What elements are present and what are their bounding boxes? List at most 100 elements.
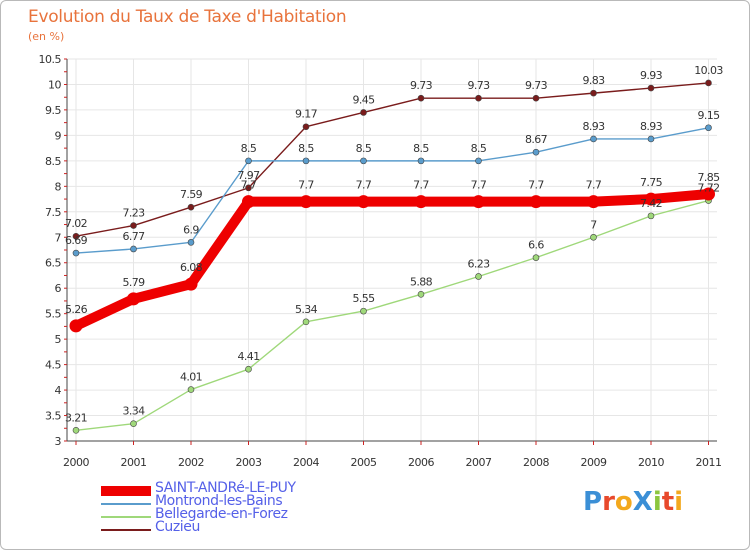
- data-point: [187, 386, 195, 393]
- x-tick-label: 2002: [178, 456, 204, 469]
- data-point: [590, 135, 597, 143]
- series-line-montrond-les-bains: [75, 127, 710, 254]
- data-point: [245, 365, 252, 373]
- series-lines: [69, 79, 715, 434]
- data-label: 6.77: [122, 230, 145, 243]
- data-point: [647, 84, 655, 92]
- data-label: 6.08: [180, 261, 203, 274]
- y-tick-label: 5.5: [45, 308, 61, 321]
- data-label: 8.5: [241, 142, 257, 155]
- y-tick-label: 3.5: [45, 410, 61, 423]
- data-label: 7.97: [237, 169, 260, 182]
- y-tick-label: 8.5: [45, 155, 61, 168]
- legend-swatch: [101, 486, 151, 496]
- legend-swatch: [101, 516, 151, 518]
- logo-letter: o: [614, 487, 633, 517]
- series-line-bellegarde-en-forez: [75, 199, 710, 432]
- y-tick-label: 7.5: [45, 206, 61, 219]
- legend-swatch: [101, 503, 151, 505]
- data-label: 8.93: [640, 120, 663, 133]
- x-tick-label: 2011: [696, 456, 722, 469]
- data-label: 8.5: [356, 142, 372, 155]
- data-label: 7.85: [697, 171, 720, 184]
- data-point: [130, 245, 137, 253]
- data-point: [130, 420, 137, 427]
- data-label: 5.55: [352, 292, 375, 305]
- data-label: 7.59: [180, 188, 203, 201]
- y-tick-label: 10.5: [39, 53, 62, 66]
- legend-label: SAINT-ANDRé-LE-PUY: [155, 480, 296, 496]
- data-label: 6.9: [183, 223, 199, 236]
- x-tick-label: 2008: [523, 456, 549, 469]
- data-point: [72, 249, 80, 257]
- data-point: [69, 319, 83, 333]
- series-line-saint-andr-le-puy: [71, 188, 714, 331]
- data-label: 8.93: [582, 120, 605, 133]
- data-point: [702, 187, 715, 201]
- data-label: 7.72: [697, 182, 719, 195]
- data-point: [187, 203, 195, 211]
- y-tick-label: 10: [48, 78, 61, 91]
- logo-letter: i: [674, 487, 684, 517]
- data-label: 7.75: [640, 176, 663, 189]
- logo-letter: t: [661, 487, 675, 517]
- y-tick-label: 4.5: [45, 359, 61, 372]
- x-tick-label: 2004: [293, 456, 319, 469]
- data-point: [130, 222, 137, 229]
- x-tick-label: 2003: [236, 456, 262, 469]
- data-label: 9.45: [352, 93, 375, 106]
- x-tick-label: 2009: [581, 456, 607, 469]
- data-label: 5.34: [295, 303, 318, 316]
- data-label: 7: [590, 218, 597, 231]
- data-point: [587, 195, 600, 209]
- data-point: [302, 318, 310, 326]
- data-point: [529, 195, 543, 209]
- data-point: [414, 195, 428, 209]
- y-tick-label: 6: [55, 282, 62, 295]
- data-point: [245, 157, 252, 165]
- data-label: 3.34: [122, 405, 145, 418]
- series-line-cuzieu: [75, 82, 710, 237]
- logo-letter: P: [583, 487, 603, 517]
- x-tick-label: 2005: [351, 456, 377, 469]
- logo-letter: i: [652, 487, 662, 517]
- y-tick-label: 7: [55, 231, 62, 244]
- data-point: [590, 233, 597, 241]
- data-point: [127, 292, 140, 306]
- data-point: [360, 157, 367, 165]
- data-point: [644, 192, 658, 206]
- data-label: 8.5: [471, 142, 487, 155]
- data-point: [532, 94, 540, 102]
- data-label: 7.42: [640, 197, 662, 210]
- x-tick-label: 2001: [121, 456, 147, 469]
- data-label: 10.03: [694, 64, 723, 77]
- data-label: 9.15: [697, 109, 720, 122]
- y-tick-label: 9: [55, 129, 62, 142]
- data-point: [590, 89, 597, 97]
- x-axis-ticks: 2000 2001 2002 2003 2004 2005 2006 2007 2008 2009…: [63, 456, 722, 469]
- y-tick-label: 4: [55, 384, 62, 397]
- data-label: 9.73: [525, 79, 548, 92]
- y-tick-label: 9.5: [45, 104, 61, 117]
- data-point: [72, 427, 80, 434]
- data-point: [245, 184, 252, 192]
- data-point: [417, 94, 425, 102]
- data-point: [242, 195, 255, 209]
- data-point: [647, 135, 655, 143]
- data-point: [475, 273, 482, 280]
- data-labels: 7.02 7.23 7.59 7.97 9.17 9.45 9.73 9.73 9.73 9.83…: [65, 64, 724, 424]
- logo-letter: r: [602, 487, 615, 517]
- y-tick-label: 8: [55, 180, 62, 193]
- data-point: [647, 212, 655, 220]
- data-label: 8.5: [413, 142, 429, 155]
- data-label: 6.69: [65, 234, 88, 247]
- plot-background: [67, 59, 717, 441]
- data-label: 3.21: [65, 411, 87, 424]
- logo-letter: X: [632, 487, 653, 517]
- data-label: 7.7: [413, 179, 429, 192]
- data-label: 4.41: [237, 350, 259, 363]
- data-label: 9.73: [467, 79, 490, 92]
- data-label: 7.7: [241, 179, 257, 192]
- data-point: [417, 291, 425, 298]
